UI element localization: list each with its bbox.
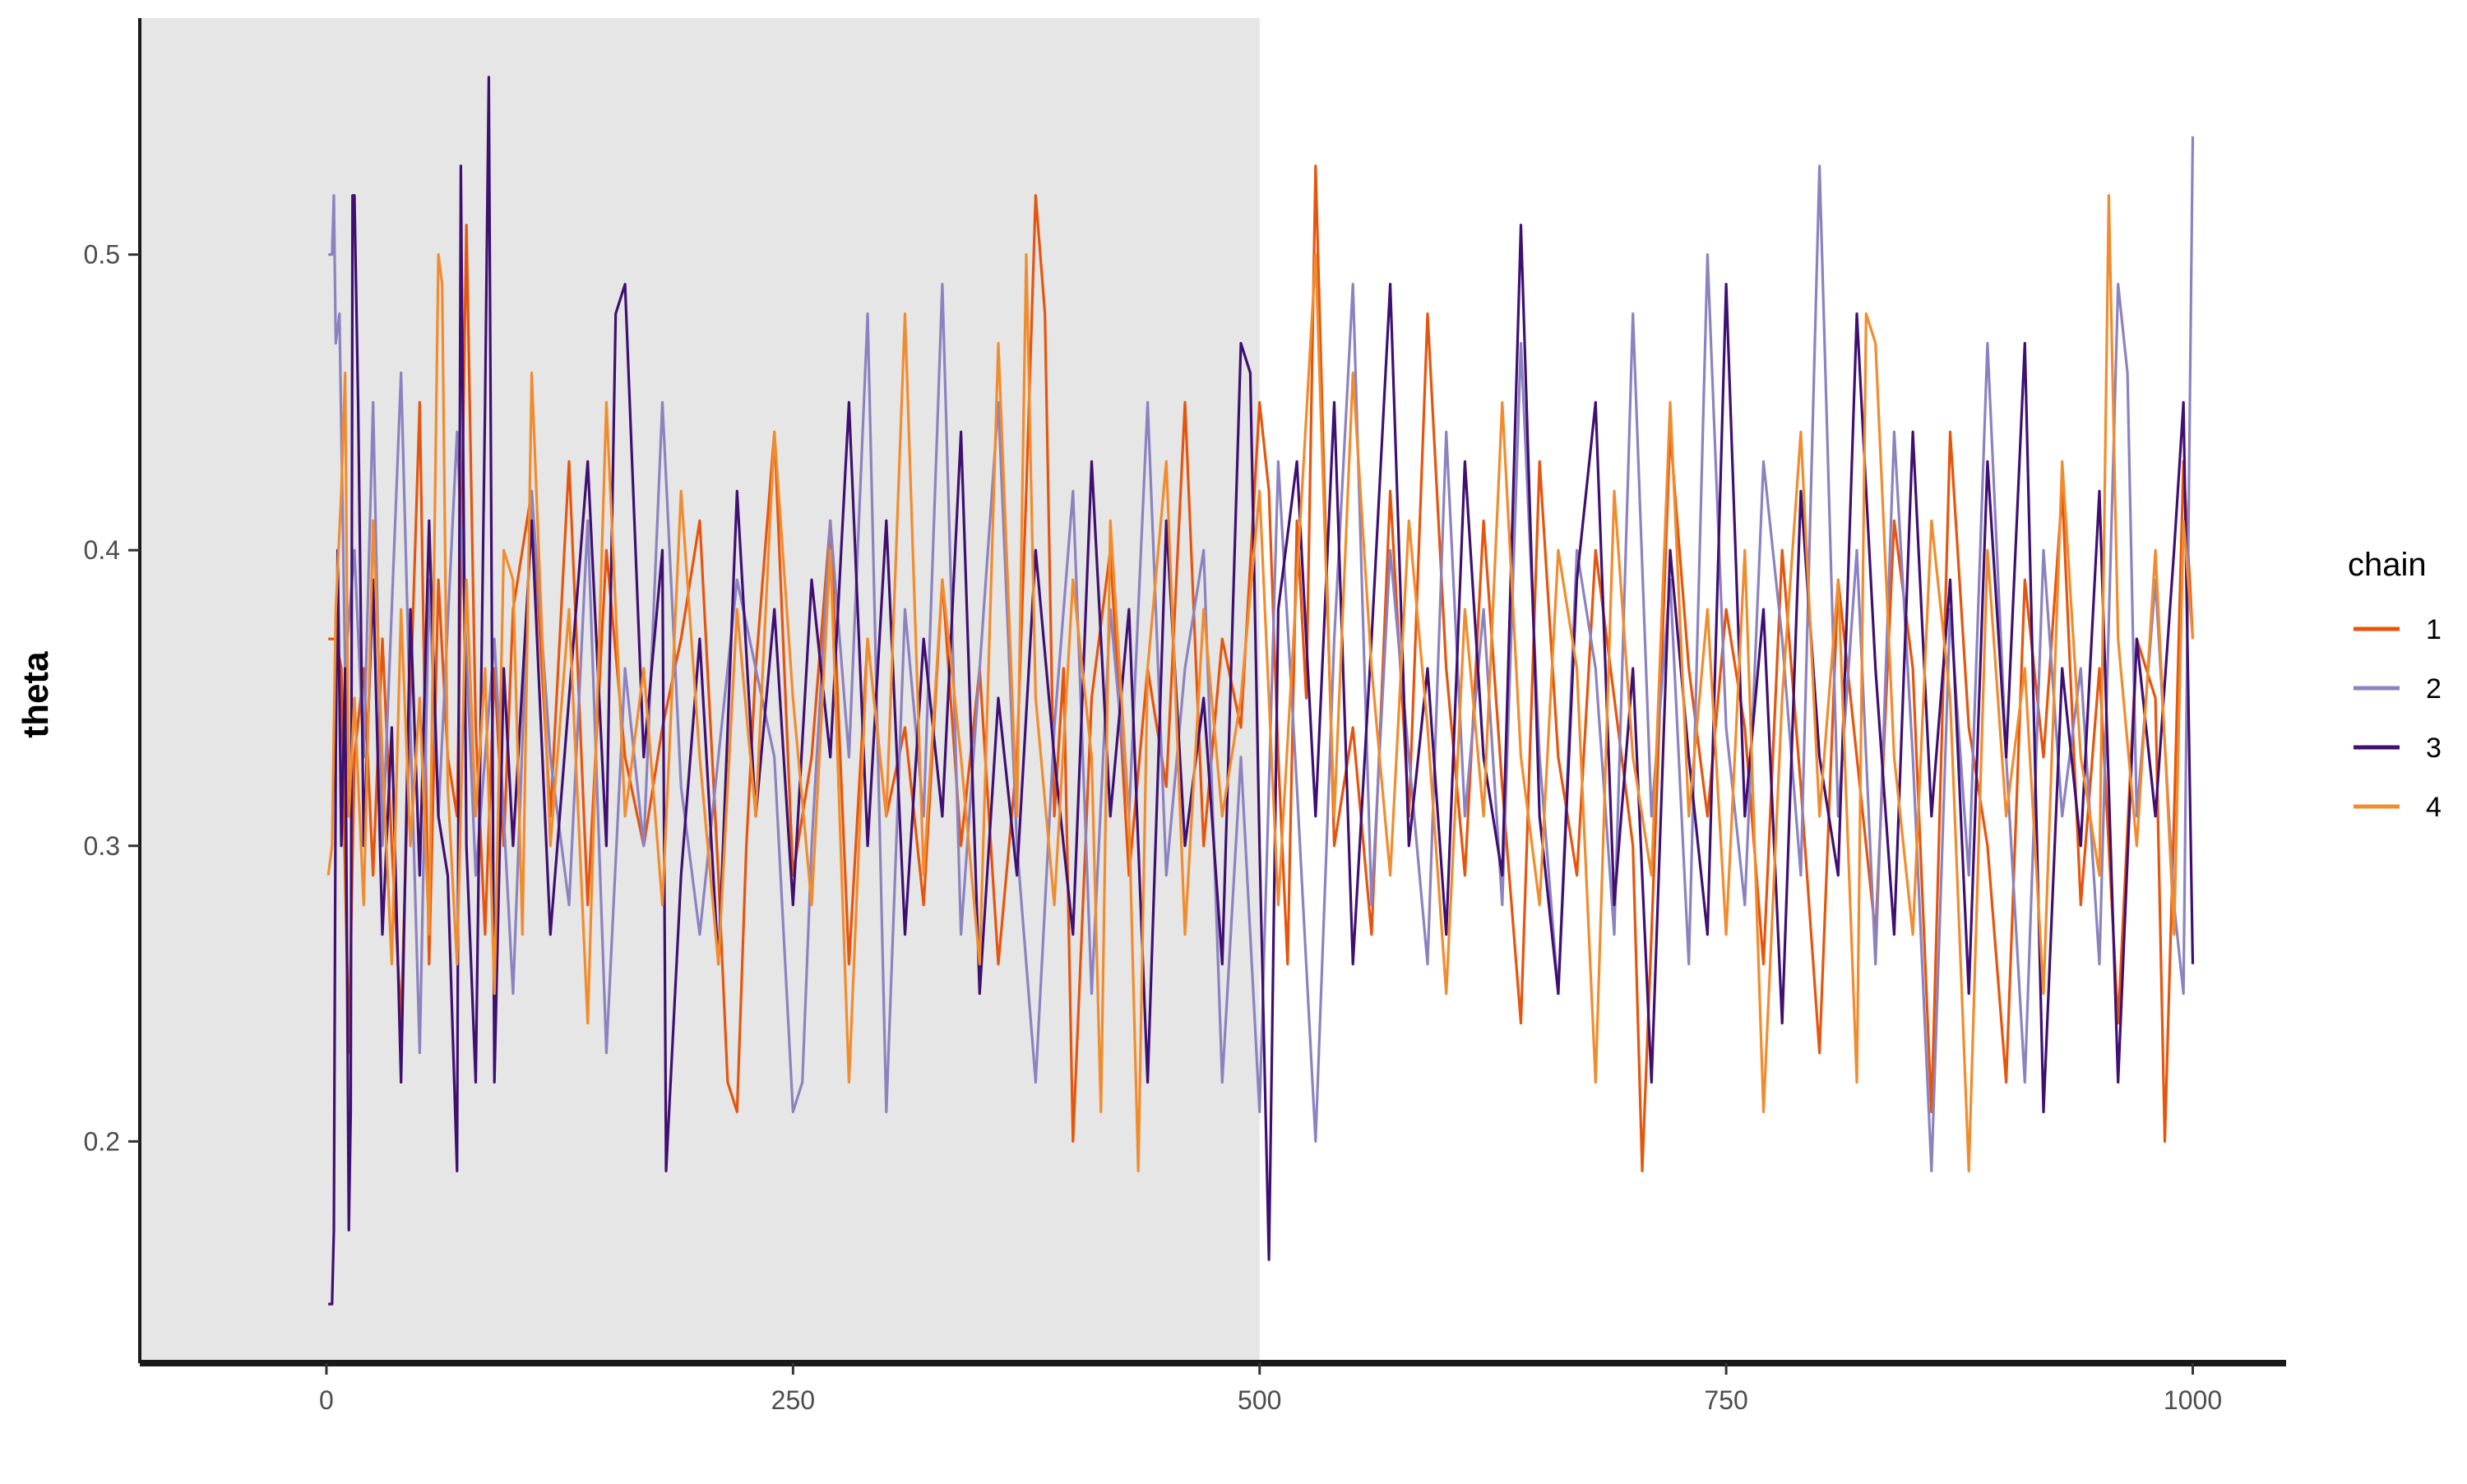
legend-label-chain-4: 4 xyxy=(2426,792,2442,823)
legend-label-chain-1: 1 xyxy=(2426,614,2442,645)
y-axis-title: theta xyxy=(16,651,56,738)
series-line-chain-4 xyxy=(326,194,2195,1172)
y-axis-ticks: 0.2 0.3 0.4 0.5 xyxy=(84,240,140,1156)
legend-items: 1 2 3 4 xyxy=(2354,614,2442,823)
legend-label-chain-2: 2 xyxy=(2426,673,2442,705)
y-tick-label: 0.3 xyxy=(84,831,120,861)
x-tick-label: 0 xyxy=(319,1385,334,1415)
x-tick-label: 250 xyxy=(771,1385,815,1415)
x-axis-ticks: 0 250 500 750 1000 xyxy=(319,1363,2222,1415)
x-tick-label: 1000 xyxy=(2164,1385,2222,1415)
y-tick-label: 0.4 xyxy=(84,535,120,565)
x-tick-label: 750 xyxy=(1704,1385,1747,1415)
series-layer xyxy=(326,76,2195,1306)
y-tick-label: 0.5 xyxy=(84,240,120,270)
legend-label-chain-3: 3 xyxy=(2426,733,2442,764)
legend-title: chain xyxy=(2348,547,2427,583)
legend: chain 1 2 3 4 xyxy=(2348,547,2442,823)
y-tick-label: 0.2 xyxy=(84,1126,120,1156)
x-tick-label: 500 xyxy=(1238,1385,1281,1415)
